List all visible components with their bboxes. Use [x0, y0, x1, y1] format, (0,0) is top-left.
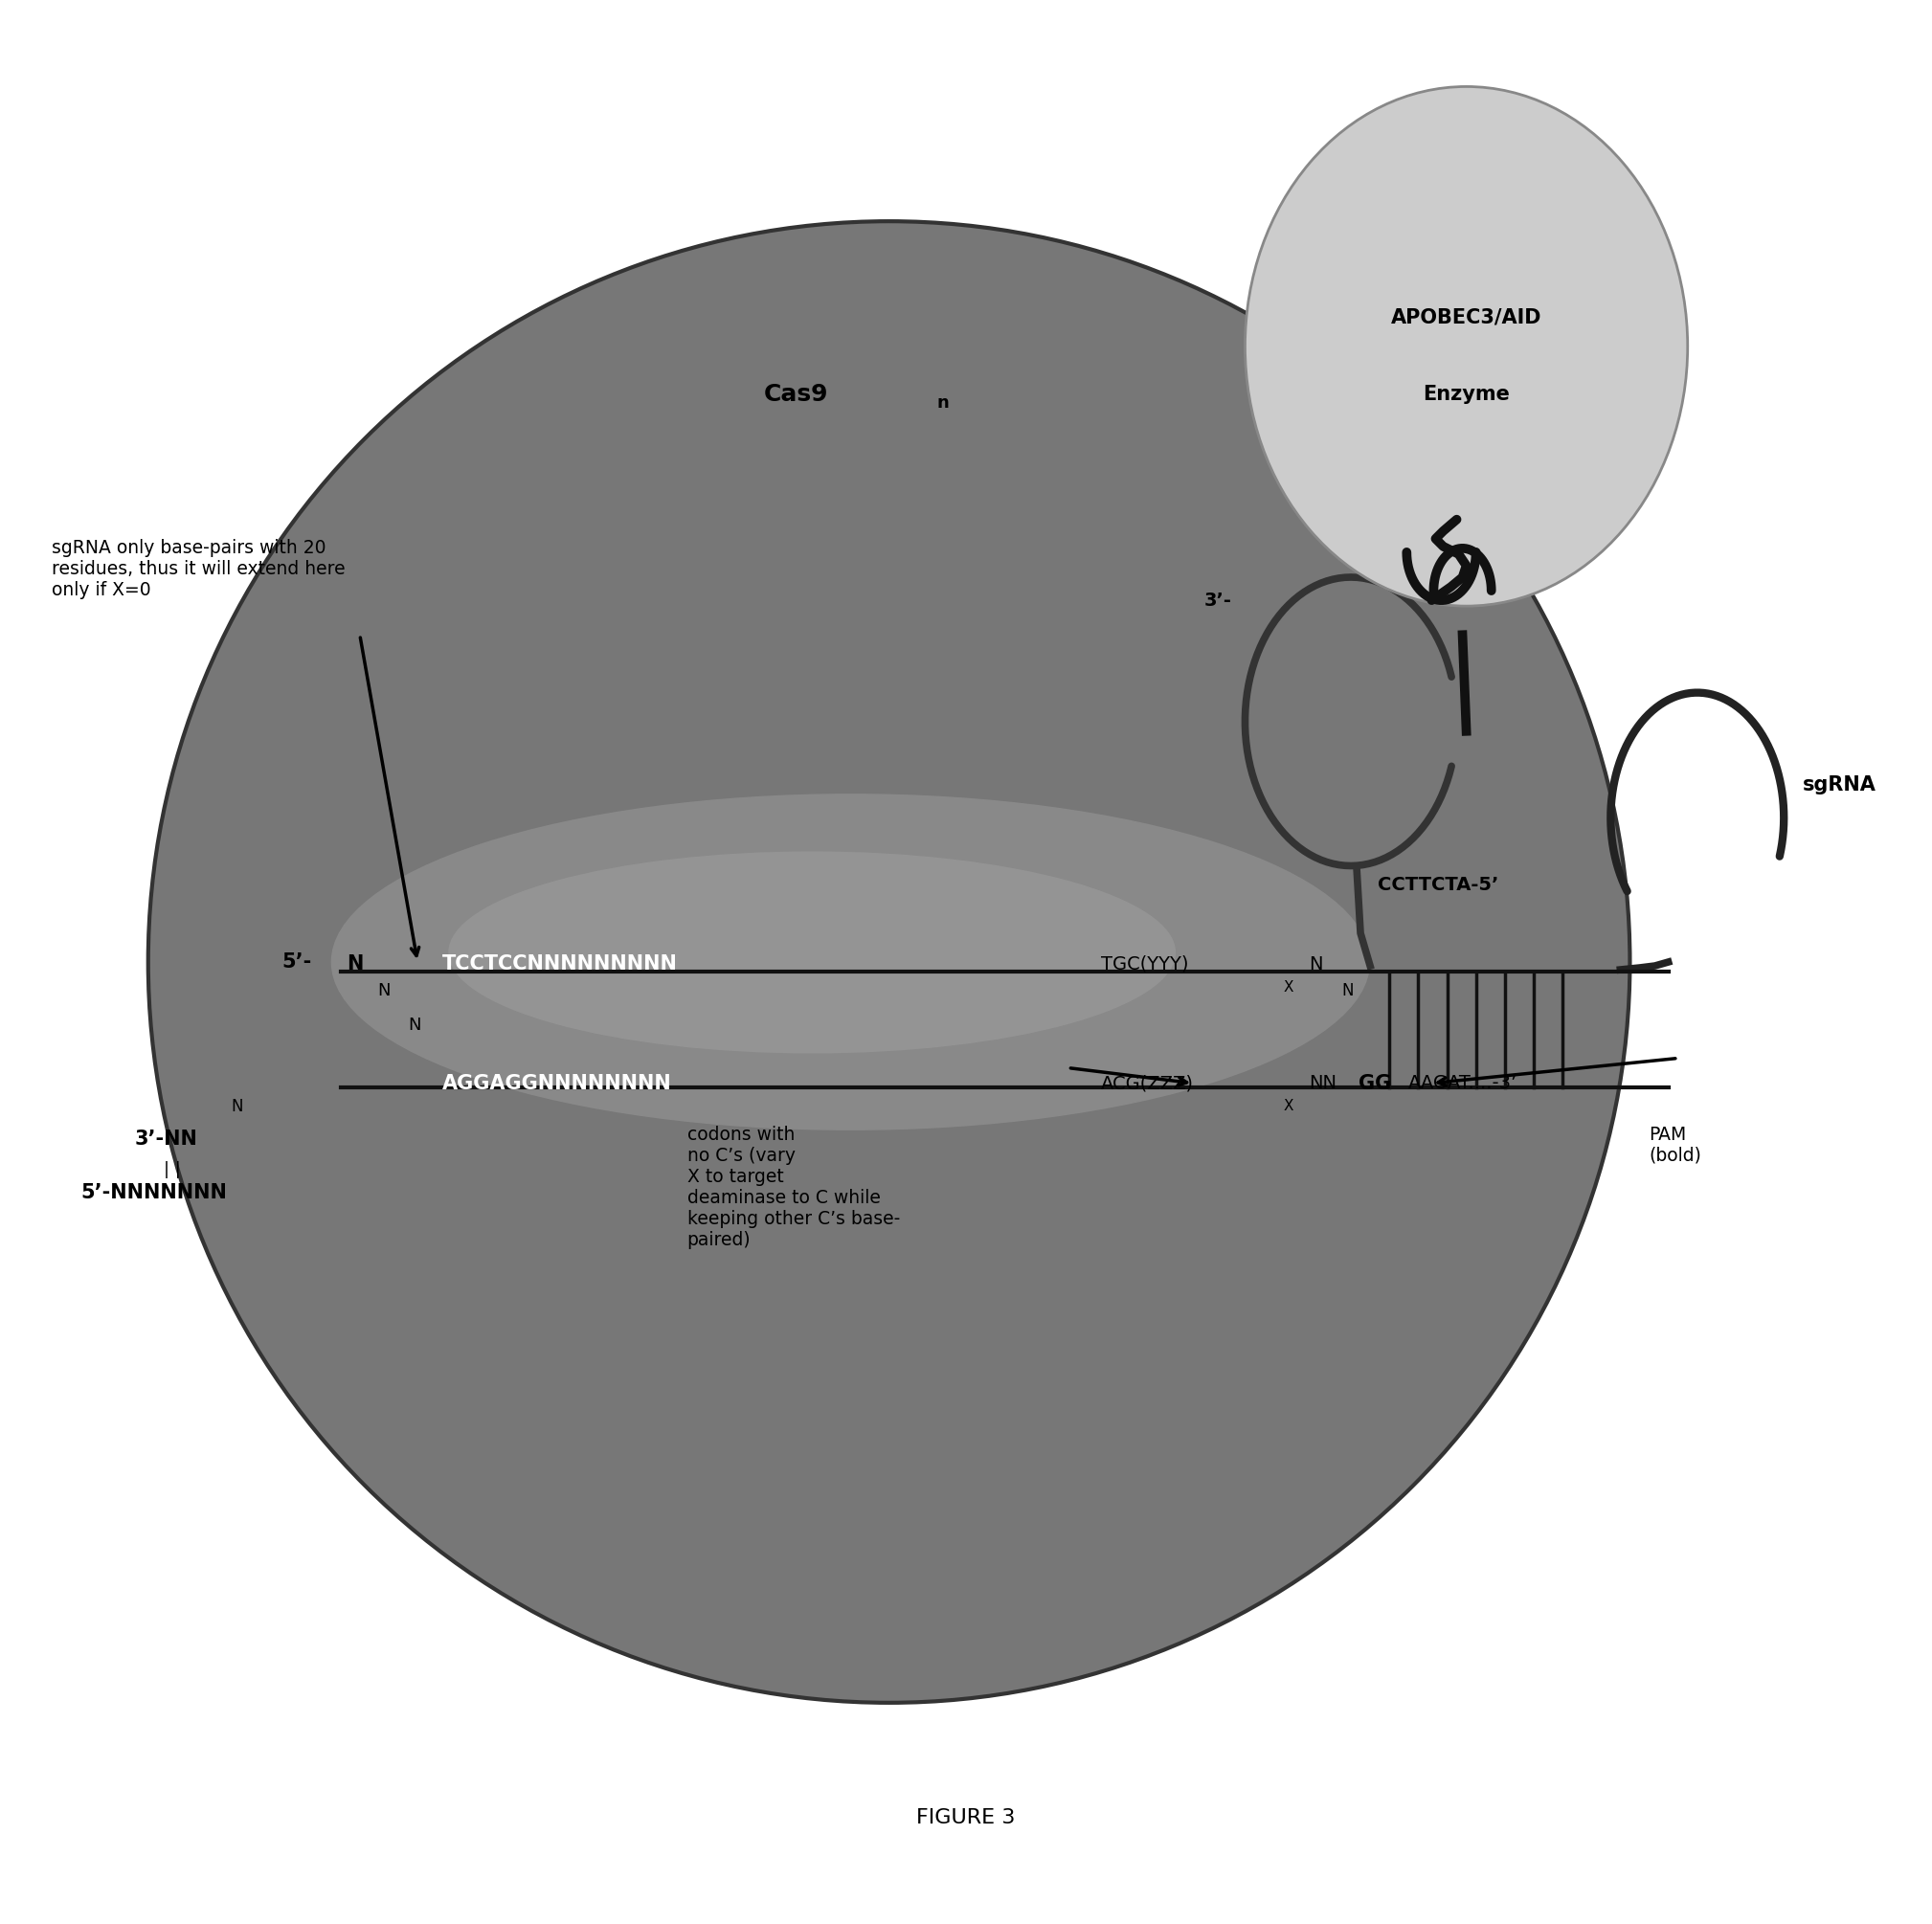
- Ellipse shape: [448, 850, 1177, 1054]
- Text: 5’-: 5’-: [282, 952, 311, 972]
- Text: N: N: [408, 1018, 421, 1033]
- Text: X: X: [1283, 1099, 1294, 1114]
- Text: AGGAGGNNNNNNNN: AGGAGGNNNNNNNN: [442, 1074, 672, 1093]
- Text: PAM
(bold): PAM (bold): [1650, 1126, 1702, 1164]
- Text: sgRNA only base-pairs with 20
residues, thus it will extend here
only if X=0: sgRNA only base-pairs with 20 residues, …: [52, 539, 346, 598]
- Circle shape: [149, 221, 1631, 1703]
- Text: ACG(ZZZ): ACG(ZZZ): [1101, 1074, 1194, 1093]
- Text: NN: NN: [1308, 1074, 1337, 1093]
- Text: N: N: [346, 954, 363, 974]
- Text: N: N: [1341, 983, 1352, 999]
- Text: codons with
no C’s (vary
X to target
deaminase to C while
keeping other C’s base: codons with no C’s (vary X to target dea…: [688, 1126, 900, 1249]
- Ellipse shape: [1244, 87, 1689, 606]
- Text: FIGURE 3: FIGURE 3: [916, 1809, 1016, 1828]
- Text: N: N: [232, 1099, 243, 1114]
- Text: Cas9: Cas9: [763, 383, 829, 406]
- Text: | |: | |: [164, 1162, 180, 1177]
- Text: Enzyme: Enzyme: [1422, 385, 1509, 404]
- Text: 3’-: 3’-: [1204, 591, 1231, 610]
- Text: 3’-NN: 3’-NN: [135, 1129, 197, 1149]
- Text: APOBEC3/AID: APOBEC3/AID: [1391, 308, 1542, 327]
- Text: n: n: [937, 394, 949, 412]
- Text: sgRNA: sgRNA: [1803, 775, 1876, 795]
- Text: AAGAT....-3’: AAGAT....-3’: [1408, 1074, 1519, 1093]
- Text: N: N: [1308, 954, 1321, 974]
- Ellipse shape: [330, 795, 1370, 1129]
- Text: 5’-NNNNNNN: 5’-NNNNNNN: [81, 1183, 228, 1202]
- Text: TCCTCCNNNNNNNNN: TCCTCCNNNNNNNNN: [442, 954, 678, 974]
- Text: CCTTCTA-5’: CCTTCTA-5’: [1378, 875, 1499, 895]
- Text: TGC(YYY): TGC(YYY): [1101, 954, 1188, 974]
- Text: X: X: [1283, 979, 1294, 995]
- Text: GG: GG: [1358, 1074, 1391, 1093]
- Text: N: N: [377, 983, 390, 999]
